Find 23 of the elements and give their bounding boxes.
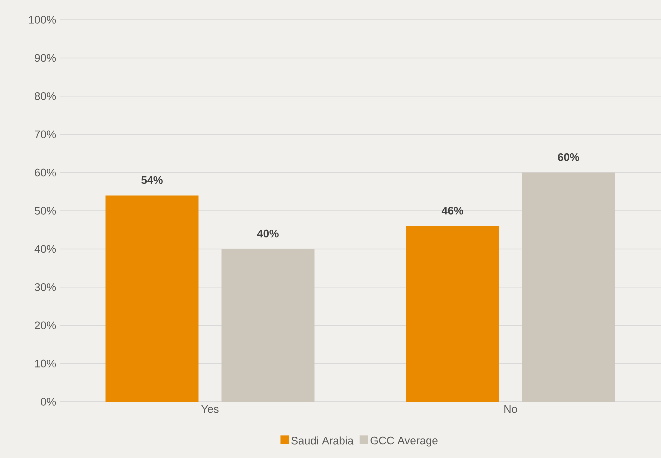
y-tick-label: 90% <box>35 54 56 62</box>
y-tick-label: 60% <box>35 168 56 177</box>
data-label: 46% <box>442 207 464 215</box>
y-tick-label: 0% <box>41 398 56 406</box>
y-tick-label: 50% <box>34 207 56 215</box>
y-tick-label: 30% <box>34 284 56 292</box>
bar <box>106 196 199 402</box>
x-tick-label: No <box>504 406 518 414</box>
x-tick-label: Yes <box>202 406 219 414</box>
legend-label: GCC Average <box>370 436 438 447</box>
y-tick-label: 10% <box>35 360 56 368</box>
y-tick-label: 80% <box>35 92 56 100</box>
legend-label: Saudi Arabia <box>292 436 354 445</box>
bar <box>406 226 500 402</box>
y-tick-label: 70% <box>35 130 56 138</box>
y-tick-label: 100% <box>29 16 56 24</box>
bar <box>522 172 616 402</box>
bar <box>222 249 315 402</box>
data-label: 60% <box>558 154 580 162</box>
y-tick-label: 40% <box>34 245 56 254</box>
data-label: 54% <box>142 176 163 184</box>
data-label: 40% <box>257 230 279 238</box>
y-tick-label: 20% <box>35 322 56 330</box>
